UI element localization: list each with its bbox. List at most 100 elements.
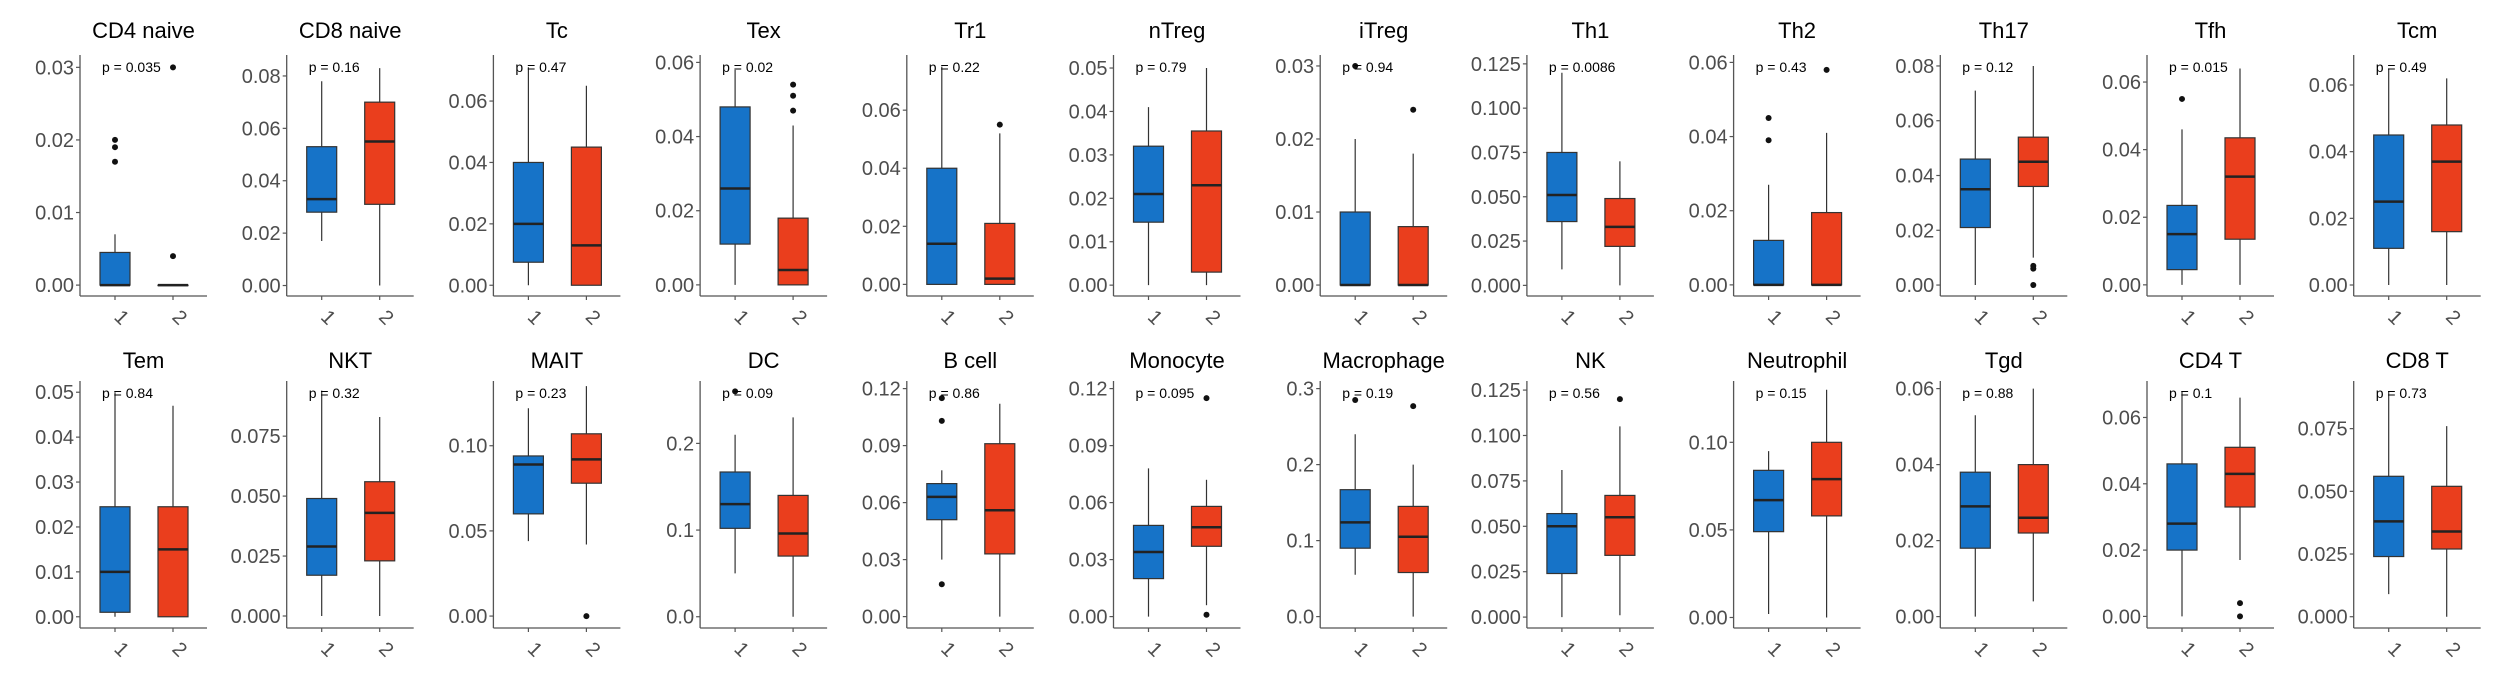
- panel-title: Tem: [123, 348, 165, 373]
- y-tick-label: 0.050: [1471, 516, 1521, 538]
- y-tick-label: 0.08: [242, 66, 281, 88]
- box-group-1: [1339, 489, 1371, 549]
- outlier-point: [938, 581, 945, 588]
- y-tick-label: 0.06: [1895, 111, 1934, 133]
- y-tick-label: 0.00: [2102, 606, 2141, 628]
- y-tick-label: 0.03: [1069, 145, 1108, 167]
- outlier-point: [112, 144, 118, 151]
- y-tick-label: 0.2: [1286, 455, 1314, 477]
- y-tick-label: 0.00: [448, 275, 487, 297]
- x-tick-label: 1: [936, 638, 959, 661]
- y-tick-label: 0.01: [1069, 232, 1108, 254]
- y-tick-label: 0.06: [448, 91, 487, 113]
- y-tick-label: 0.0: [666, 607, 694, 629]
- outlier-point: [790, 107, 797, 114]
- p-value-label: p = 0.02: [722, 59, 773, 75]
- y-tick-label: 0.06: [862, 100, 901, 122]
- box-group-1: [719, 471, 751, 529]
- panel-cd8-t: CD8 T 0.000 0.025 0.050 0.075 1 2 p = 0.73: [2298, 348, 2481, 661]
- panel-title: CD4 T: [2179, 348, 2242, 373]
- y-tick-label: 0.03: [1069, 550, 1108, 572]
- x-tick-label: 1: [1763, 638, 1786, 661]
- y-tick-label: 0.00: [242, 276, 281, 298]
- outlier-point: [1203, 395, 1210, 402]
- y-tick-label: 0.08: [1895, 56, 1934, 78]
- y-tick-label: 0.00: [2102, 275, 2141, 297]
- y-tick-label: 0.03: [35, 57, 74, 79]
- box-group-1: [2166, 204, 2198, 271]
- y-tick-label: 0.06: [1689, 52, 1728, 74]
- y-tick-label: 0.000: [231, 606, 281, 628]
- box-group-1: [719, 106, 751, 245]
- y-tick-label: 0.04: [1895, 455, 1934, 477]
- panel-title: DC: [748, 348, 780, 373]
- box-group-1: [1959, 158, 1991, 229]
- y-tick-label: 0.04: [2102, 474, 2141, 496]
- x-tick-label: 1: [730, 306, 753, 329]
- box-group-2: [777, 217, 809, 286]
- y-tick-label: 0.3: [1286, 379, 1314, 401]
- y-tick-label: 0.02: [862, 216, 901, 238]
- y-tick-label: 0.06: [1895, 379, 1934, 401]
- panel-nk: NK 0.000 0.025 0.050 0.075 0.100 0.125 1 2 p = 0.…: [1471, 348, 1654, 661]
- p-value-label: p = 0.73: [2376, 385, 2427, 401]
- x-tick-label: 2: [1201, 306, 1224, 329]
- x-tick-label: 1: [1350, 638, 1373, 661]
- panel-cd4-naive: CD4 naive 0.00 0.01 0.02 0.03 1 2 p = 0.035: [35, 18, 207, 329]
- p-value-label: p = 0.015: [2169, 59, 2228, 75]
- y-tick-label: 0.075: [2298, 419, 2348, 441]
- x-tick-label: 1: [2383, 638, 2406, 661]
- panel-title: CD4 naive: [92, 18, 195, 43]
- y-tick-label: 0.04: [242, 171, 281, 193]
- y-tick-label: 0.000: [1471, 275, 1521, 297]
- box-group-2: [2224, 446, 2256, 508]
- box-group-1: [926, 167, 958, 285]
- y-tick-label: 0.12: [1069, 379, 1108, 401]
- box-group-2: [777, 494, 809, 557]
- p-value-label: p = 0.47: [515, 59, 566, 75]
- x-tick-label: 1: [936, 306, 959, 329]
- y-tick-label: 0.00: [655, 275, 694, 297]
- x-tick-label: 2: [994, 638, 1017, 661]
- y-tick-label: 0.1: [666, 520, 694, 542]
- x-tick-label: 2: [168, 638, 191, 661]
- box-group-2: [984, 443, 1016, 555]
- panel-th2: Th2 0.00 0.02 0.04 0.06 1 2 p = 0.43: [1689, 18, 1861, 329]
- x-tick-label: 1: [110, 306, 133, 329]
- box-group-2: [984, 222, 1016, 285]
- box-group-1: [1546, 151, 1578, 223]
- box-group-2: [1190, 130, 1223, 273]
- y-tick-label: 0.09: [1069, 436, 1108, 458]
- panel-title: Tex: [746, 18, 780, 43]
- box-group-2: [1397, 505, 1429, 574]
- x-tick-label: 1: [1143, 638, 1166, 661]
- y-tick-label: 0.01: [1275, 202, 1314, 224]
- y-tick-label: 0.04: [2102, 140, 2141, 162]
- x-tick-label: 1: [1970, 638, 1993, 661]
- x-tick-label: 1: [730, 638, 753, 661]
- x-tick-label: 2: [1408, 306, 1431, 329]
- y-tick-label: 0.06: [655, 52, 694, 74]
- y-tick-label: 0.04: [1069, 101, 1108, 123]
- y-tick-label: 0.025: [1471, 231, 1521, 253]
- p-value-label: p = 0.1: [2169, 385, 2212, 401]
- y-tick-label: 0.06: [242, 118, 281, 140]
- y-tick-label: 0.05: [448, 521, 487, 543]
- outlier-point: [583, 613, 590, 620]
- p-value-label: p = 0.12: [1962, 59, 2013, 75]
- outlier-point: [938, 417, 945, 424]
- y-tick-label: 0.05: [1069, 58, 1108, 80]
- outlier-point: [170, 253, 176, 260]
- p-value-label: p = 0.79: [1136, 59, 1187, 75]
- y-tick-label: 0.00: [1895, 607, 1934, 629]
- y-tick-label: 0.00: [1069, 607, 1108, 629]
- p-value-label: p = 0.16: [309, 59, 360, 75]
- y-tick-label: 0.02: [35, 130, 74, 152]
- p-value-label: p = 0.86: [929, 385, 980, 401]
- x-tick-label: 2: [2235, 638, 2258, 661]
- x-tick-label: 2: [2028, 306, 2051, 329]
- panel-title: B cell: [943, 348, 997, 373]
- y-tick-label: 0.04: [2309, 142, 2348, 164]
- y-tick-label: 0.000: [1471, 607, 1521, 629]
- x-tick-label: 2: [374, 306, 397, 329]
